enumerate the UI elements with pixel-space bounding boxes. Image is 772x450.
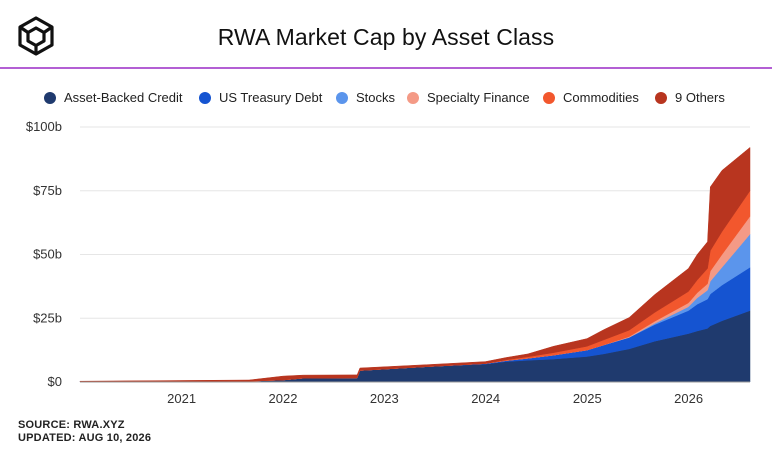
- x-tick-label: 2022: [269, 391, 298, 406]
- chart-title: RWA Market Cap by Asset Class: [217, 24, 555, 50]
- legend-swatch: [336, 91, 348, 104]
- legend-label: US Treasury Debt: [219, 90, 323, 105]
- legend-label: Asset-Backed Credit: [64, 90, 183, 105]
- legend-swatch: [44, 91, 56, 104]
- legend-swatch: [199, 91, 211, 104]
- y-tick-label: $25b: [33, 310, 62, 325]
- legend-item[interactable]: Stocks: [336, 90, 395, 105]
- y-tick-label: $75b: [33, 183, 62, 198]
- area-chart: $0 $25b $50b $75b $100b 2021 2022 2023 2024 2025 2…: [26, 119, 751, 406]
- legend-item[interactable]: Asset-Backed Credit: [44, 90, 183, 105]
- area-series-9-others: [79, 146, 751, 382]
- legend-label: Specialty Finance: [427, 90, 530, 105]
- legend-item[interactable]: Specialty Finance: [407, 90, 530, 105]
- legend-swatch: [407, 91, 419, 104]
- x-tick-label: 2025: [573, 391, 602, 406]
- legend-swatch: [655, 91, 667, 104]
- legend-label: Stocks: [356, 90, 396, 105]
- updated-note: UPDATED: AUG 10, 2026: [18, 432, 152, 444]
- source-note: SOURCE: RWA.XYZ: [18, 419, 125, 431]
- chart-header: RWA Market Cap by Asset Class: [0, 0, 772, 69]
- legend-item[interactable]: 9 Others: [655, 90, 725, 105]
- legend-swatch: [543, 91, 555, 104]
- legend-label: 9 Others: [675, 90, 725, 105]
- x-tick-label: 2026: [674, 391, 703, 406]
- cube-logo-icon: [18, 16, 54, 56]
- legend-item[interactable]: US Treasury Debt: [199, 90, 322, 105]
- chart-legend: Asset-Backed Credit US Treasury Debt Sto…: [0, 90, 772, 110]
- header-divider: [0, 67, 772, 69]
- legend-label: Commodities: [563, 90, 639, 105]
- y-tick-label: $100b: [26, 119, 62, 134]
- x-tick-label: 2024: [471, 391, 500, 406]
- y-tick-label: $50b: [33, 247, 62, 262]
- y-tick-label: $0: [48, 374, 62, 389]
- legend-item[interactable]: Commodities: [543, 90, 639, 105]
- x-tick-label: 2021: [167, 391, 196, 406]
- x-tick-label: 2023: [370, 391, 399, 406]
